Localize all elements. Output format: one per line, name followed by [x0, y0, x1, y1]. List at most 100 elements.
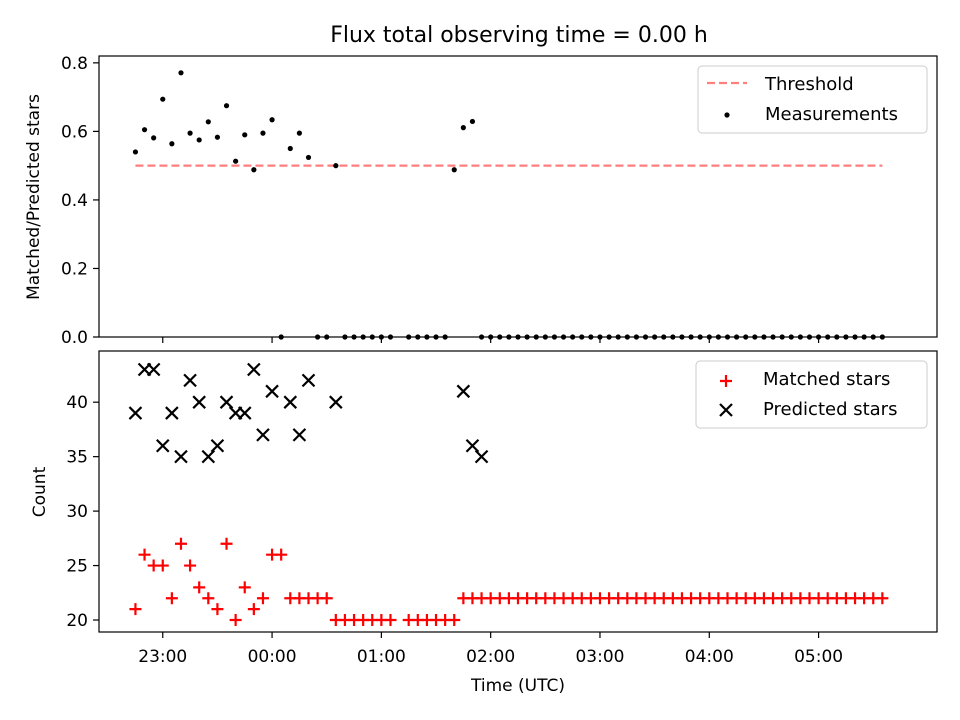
matched-star-marker — [174, 537, 187, 550]
count-x-tick-label: 03:00 — [575, 647, 624, 667]
measurement-point — [151, 135, 157, 141]
ratio-y-ticks: 0.0 0.2 0.4 0.6 0.8 — [61, 54, 99, 348]
matched-star-marker — [211, 603, 224, 616]
figure-title: Flux total observing time = 0.00 h — [330, 23, 708, 48]
count-y-tick-label: 30 — [66, 502, 88, 522]
matched-stars-points — [129, 537, 889, 627]
predicted-star-marker — [201, 449, 216, 464]
matched-star-marker — [202, 592, 215, 605]
measurement-point — [469, 118, 476, 125]
measurement-point — [205, 119, 211, 125]
predicted-star-marker — [219, 395, 234, 409]
ratio-panel: Matched/Predicted stars 0.00.20.40.60.8 … — [24, 54, 938, 348]
measurement-point — [251, 167, 257, 173]
matched-star-marker — [384, 614, 397, 627]
predicted-star-marker — [474, 449, 489, 464]
measurement-point — [260, 130, 266, 136]
measurement-point — [223, 103, 230, 109]
matched-legend-swatch — [720, 375, 732, 387]
predicted-star-marker — [247, 362, 261, 377]
count-y-tick-label: 20 — [66, 611, 88, 631]
measurements-legend-label: Measurements — [765, 104, 898, 125]
predicted-star-marker — [301, 373, 316, 388]
matched-star-marker — [229, 614, 242, 627]
measurement-point — [233, 158, 239, 164]
matched-star-marker — [138, 548, 151, 561]
ratio-plot-frame — [98, 55, 938, 338]
measurement-point — [169, 141, 175, 147]
matched-star-marker — [247, 603, 260, 616]
measurement-point — [214, 134, 221, 140]
count-x-ticks: 23:00 00:00 01:00 02:00 03:00 04:00 05:00 — [138, 632, 843, 667]
matched-legend-label: Matched stars — [763, 369, 890, 390]
measurement-point — [287, 145, 293, 152]
predicted-star-marker — [210, 438, 225, 453]
predicted-star-marker — [292, 428, 307, 442]
matched-star-marker — [184, 559, 197, 572]
ratio-legend: Threshold Measurements — [697, 65, 928, 134]
predicted-star-marker — [265, 384, 279, 399]
measurement-point — [305, 154, 312, 161]
measurements-legend-swatch — [724, 112, 730, 118]
count-x-tick-label: 02:00 — [466, 647, 515, 667]
ratio-y-tick-label: 0.4 — [61, 191, 88, 211]
count-y-axis-label: Count — [30, 466, 50, 517]
matched-star-marker — [448, 614, 461, 627]
count-x-tick-label: 00:00 — [248, 647, 297, 667]
matched-star-marker — [275, 548, 288, 561]
predicted-star-marker — [155, 438, 170, 453]
matched-star-marker — [876, 592, 889, 605]
matched-star-marker — [220, 537, 233, 550]
predicted-star-marker — [192, 395, 206, 409]
predicted-star-marker — [146, 362, 161, 377]
count-y-tick-label: 25 — [66, 557, 88, 577]
predicted-star-marker — [183, 373, 197, 388]
matched-star-marker — [238, 581, 251, 594]
count-plot-frame — [98, 350, 938, 633]
measurement-point — [187, 130, 193, 136]
measurement-point — [132, 149, 139, 155]
matched-star-marker — [129, 603, 142, 616]
measurement-point — [333, 163, 339, 169]
count-x-tick-label: 05:00 — [794, 647, 843, 667]
measurement-point — [269, 117, 275, 123]
count-y-ticks: 20 25 30 35 40 — [66, 393, 99, 631]
predicted-star-marker — [237, 406, 252, 420]
matched-star-marker — [320, 592, 333, 605]
count-x-tick-label: 23:00 — [138, 647, 187, 667]
predicted-legend-label: Predicted stars — [763, 399, 897, 420]
predicted-legend-swatch — [719, 403, 733, 417]
measurement-point — [460, 125, 466, 131]
count-legend: Matched stars Predicted stars — [695, 360, 928, 429]
measurement-point — [196, 137, 202, 143]
ratio-y-tick-label: 0.2 — [61, 259, 88, 279]
matched-star-marker — [193, 581, 206, 594]
measurement-point — [296, 130, 302, 136]
count-y-tick-label: 35 — [66, 448, 88, 468]
ratio-y-axis-label: Matched/Predicted stars — [24, 94, 44, 300]
predicted-star-marker — [174, 449, 188, 464]
measurement-point — [178, 70, 184, 76]
predicted-star-marker — [256, 428, 270, 442]
measurement-point — [242, 132, 248, 138]
measurement-point — [141, 127, 148, 133]
count-x-axis-label: Time (UTC) — [470, 676, 565, 696]
measurement-point — [160, 96, 166, 102]
predicted-star-marker — [329, 395, 343, 409]
predicted-star-marker — [165, 406, 179, 420]
predicted-star-marker — [465, 438, 480, 453]
ratio-y-tick-label: 0.0 — [61, 328, 88, 348]
count-legend-box — [695, 360, 928, 429]
threshold-legend-label: Threshold — [764, 74, 854, 95]
matched-star-marker — [256, 592, 269, 605]
predicted-stars-points — [128, 362, 489, 464]
ratio-legend-box — [697, 65, 928, 134]
matched-star-marker — [156, 559, 169, 572]
predicted-star-marker — [456, 384, 471, 399]
count-y-tick-label: 40 — [66, 393, 88, 413]
ratio-y-tick-label: 0.6 — [61, 122, 88, 142]
predicted-star-marker — [283, 395, 298, 409]
count-panel: Count Time (UTC) 20 25 30 35 40 23:00 00:00 01… — [30, 350, 938, 696]
matched-star-marker — [165, 592, 178, 605]
